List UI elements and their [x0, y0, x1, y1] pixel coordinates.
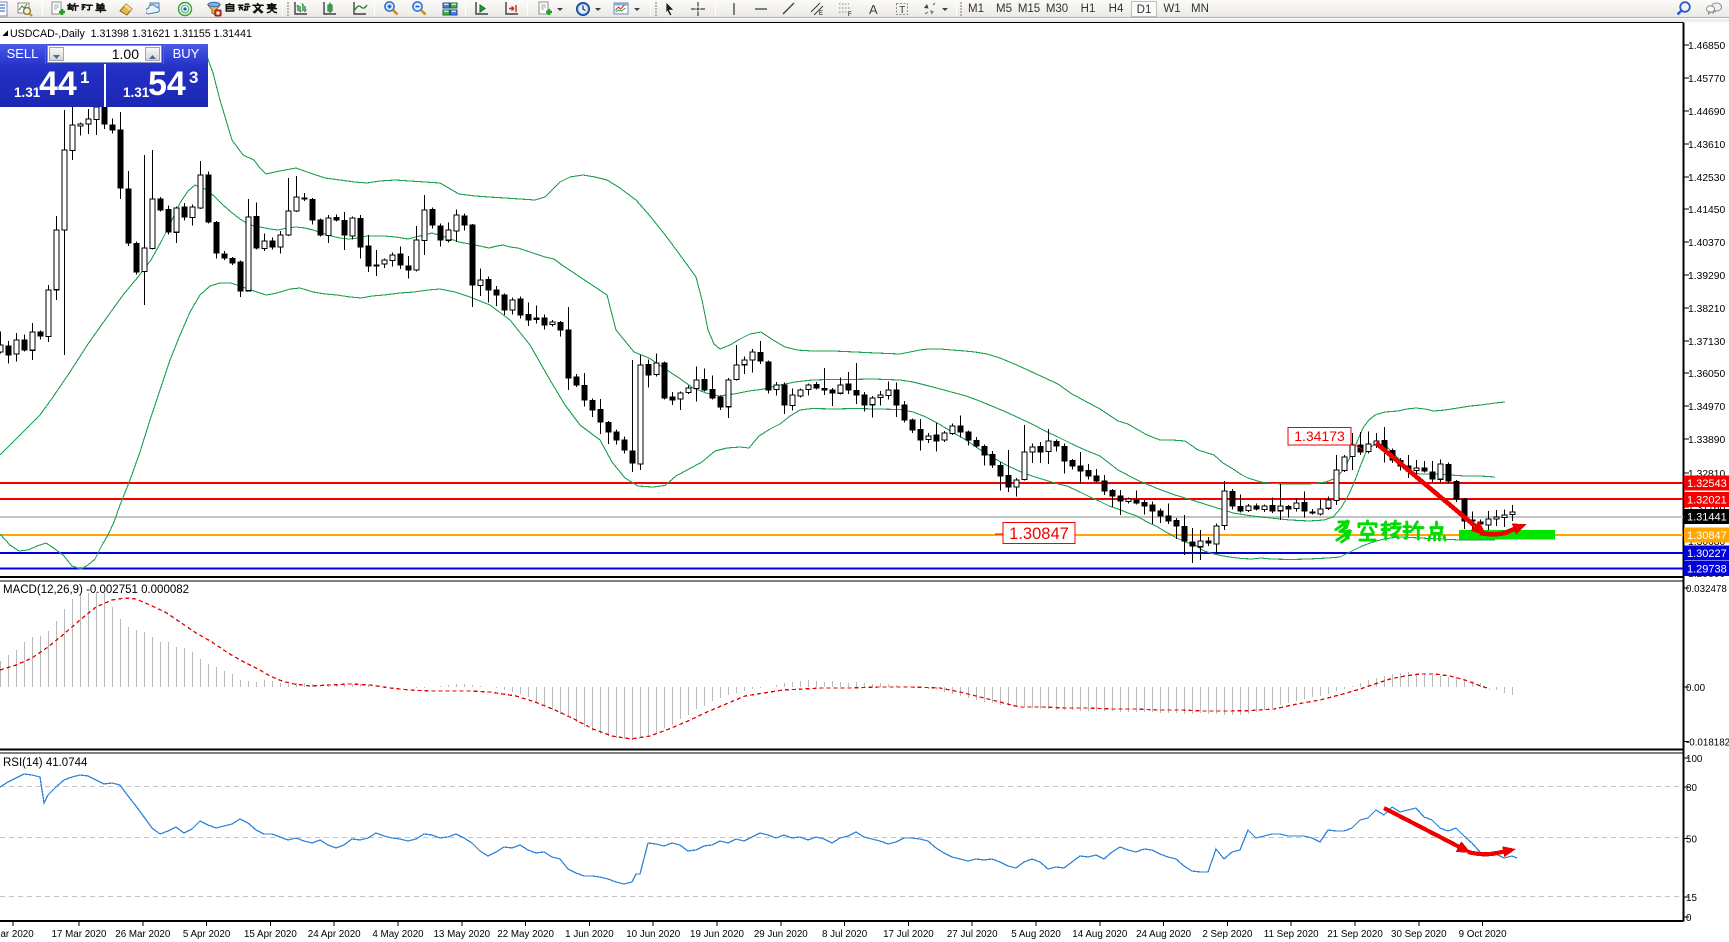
svg-text:19 Jun 2020: 19 Jun 2020 — [690, 929, 744, 940]
svg-text:9 Oct 2020: 9 Oct 2020 — [1459, 929, 1507, 940]
svg-text:1.37130: 1.37130 — [1688, 337, 1725, 348]
svg-text:50: 50 — [1686, 835, 1697, 846]
svg-text:1.32543: 1.32543 — [1687, 478, 1727, 490]
svg-text:1.31441: 1.31441 — [1687, 512, 1727, 524]
svg-text:1.34970: 1.34970 — [1688, 402, 1725, 413]
svg-text:1.32021: 1.32021 — [1687, 494, 1727, 506]
svg-text:0.00: 0.00 — [1686, 683, 1706, 694]
svg-text:11 Sep 2020: 11 Sep 2020 — [1264, 929, 1319, 940]
svg-text:30 Sep 2020: 30 Sep 2020 — [1391, 929, 1447, 940]
svg-text:5 Apr 2020: 5 Apr 2020 — [183, 929, 231, 940]
svg-text:0.032478: 0.032478 — [1686, 584, 1727, 595]
svg-text:-0.018182: -0.018182 — [1686, 738, 1729, 749]
svg-text:27 Jul 2020: 27 Jul 2020 — [947, 929, 998, 940]
svg-text:4 May 2020: 4 May 2020 — [372, 929, 424, 940]
svg-text:1.30847: 1.30847 — [1687, 530, 1727, 542]
svg-text:RSI(14) 41.0744: RSI(14) 41.0744 — [3, 757, 88, 769]
svg-text:1 Jun 2020: 1 Jun 2020 — [565, 929, 614, 940]
svg-text:29 Jun 2020: 29 Jun 2020 — [754, 929, 808, 940]
svg-text:1.29738: 1.29738 — [1687, 563, 1727, 575]
svg-text:1.36050: 1.36050 — [1688, 369, 1725, 380]
svg-text:100: 100 — [1686, 754, 1703, 765]
svg-text:8 Jul 2020: 8 Jul 2020 — [822, 929, 868, 940]
svg-text:1.32810: 1.32810 — [1688, 469, 1725, 480]
svg-text:17 Jul 2020: 17 Jul 2020 — [883, 929, 934, 940]
svg-text:24 Aug 2020: 24 Aug 2020 — [1136, 929, 1192, 940]
svg-text:A: A — [869, 2, 878, 17]
svg-text:Mar 2020: Mar 2020 — [0, 929, 34, 940]
svg-text:26 Mar 2020: 26 Mar 2020 — [115, 929, 171, 940]
svg-text:1.41450: 1.41450 — [1688, 205, 1725, 216]
svg-text:1.42530: 1.42530 — [1688, 173, 1725, 184]
svg-text:10 Jun 2020: 10 Jun 2020 — [626, 929, 680, 940]
svg-text:21 Sep 2020: 21 Sep 2020 — [1327, 929, 1383, 940]
svg-text:13 May 2020: 13 May 2020 — [433, 929, 490, 940]
svg-text:1.40370: 1.40370 — [1688, 238, 1725, 249]
svg-text:17 Mar 2020: 17 Mar 2020 — [51, 929, 107, 940]
svg-text:1.38210: 1.38210 — [1688, 304, 1725, 315]
svg-text:1.34173: 1.34173 — [1294, 428, 1345, 444]
svg-text:E: E — [819, 11, 823, 17]
svg-text:1.43610: 1.43610 — [1688, 140, 1725, 151]
svg-text:15: 15 — [1686, 893, 1697, 904]
svg-text:MACD(12,26,9) -0.002751 0.0000: MACD(12,26,9) -0.002751 0.000082 — [3, 584, 189, 596]
svg-text:1.31760: 1.31760 — [1688, 503, 1725, 514]
svg-text:2 Sep 2020: 2 Sep 2020 — [1202, 929, 1253, 940]
svg-text:1.44690: 1.44690 — [1688, 107, 1725, 118]
svg-text:F: F — [848, 12, 852, 17]
svg-text:14 Aug 2020: 14 Aug 2020 — [1072, 929, 1128, 940]
svg-text:T: T — [899, 4, 906, 16]
svg-text:USDCAD-,Daily 1.31398 1.31621: USDCAD-,Daily 1.31398 1.31621 1.31155 1.… — [10, 28, 252, 40]
svg-text:5 Aug 2020: 5 Aug 2020 — [1011, 929, 1061, 940]
svg-text:24 Apr 2020: 24 Apr 2020 — [308, 929, 361, 940]
svg-text:22 May 2020: 22 May 2020 — [497, 929, 554, 940]
svg-text:1.33890: 1.33890 — [1688, 435, 1725, 446]
svg-text:1.30227: 1.30227 — [1687, 548, 1727, 560]
svg-text:0: 0 — [1686, 913, 1692, 924]
svg-text:80: 80 — [1686, 783, 1697, 794]
svg-text:1.46850: 1.46850 — [1688, 41, 1725, 52]
svg-text:1.45770: 1.45770 — [1688, 74, 1725, 85]
svg-text:1.39290: 1.39290 — [1688, 271, 1725, 282]
svg-text:1.30847: 1.30847 — [1009, 525, 1069, 543]
svg-text:15 Apr 2020: 15 Apr 2020 — [244, 929, 297, 940]
